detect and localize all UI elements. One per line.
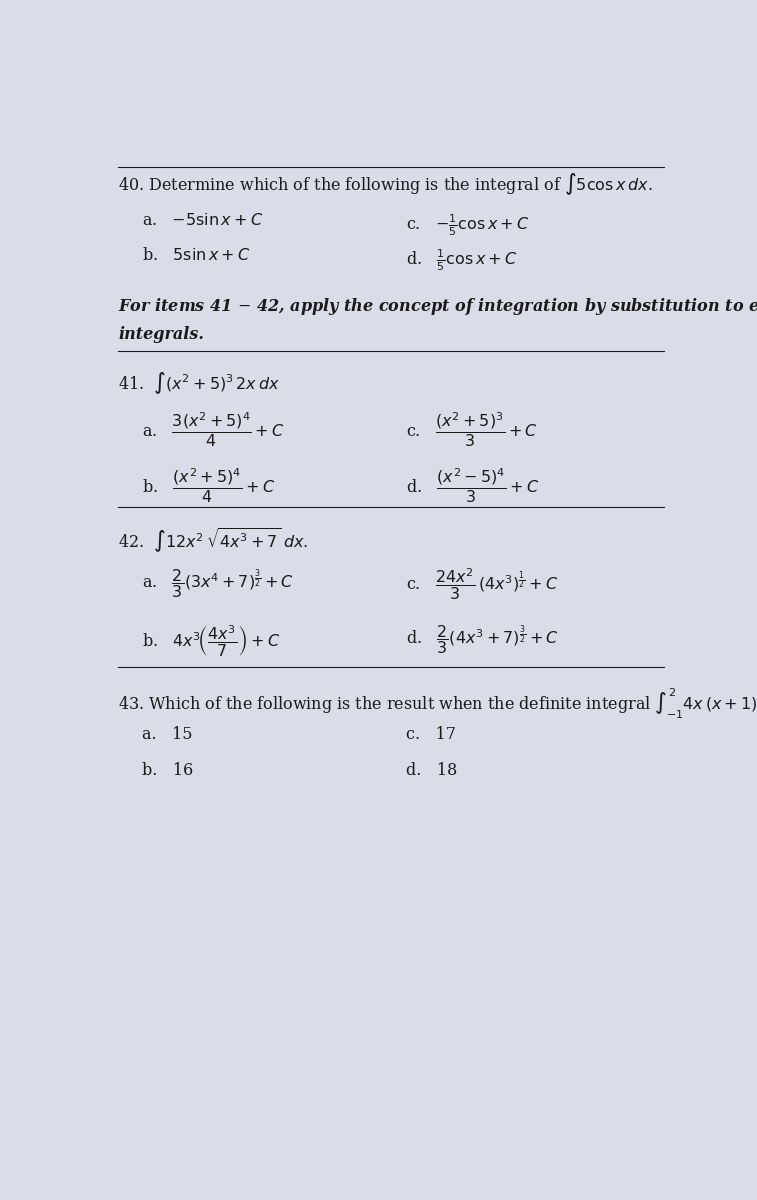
Text: c.   $\dfrac{24x^2}{3}\,(4x^3)^{\frac{1}{2}} + C$: c. $\dfrac{24x^2}{3}\,(4x^3)^{\frac{1}{2…	[406, 566, 558, 602]
Text: d.   $\dfrac{(x^2-5)^4}{3} + C$: d. $\dfrac{(x^2-5)^4}{3} + C$	[406, 467, 539, 505]
Text: 42.  $\int 12x^2\,\sqrt{4x^3+7}\;dx.$: 42. $\int 12x^2\,\sqrt{4x^3+7}\;dx.$	[118, 527, 308, 554]
Text: a.   $\dfrac{2}{3}(3x^4+7)^{\frac{3}{2}} + C$: a. $\dfrac{2}{3}(3x^4+7)^{\frac{3}{2}} +…	[142, 566, 294, 600]
Text: b.   $5\sin x + C$: b. $5\sin x + C$	[142, 247, 250, 264]
Text: a.   15: a. 15	[142, 726, 192, 744]
Text: 43. Which of the following is the result when the definite integral $\int_{-1}^{: 43. Which of the following is the result…	[118, 686, 757, 720]
Text: a.   $\dfrac{3(x^2+5)^4}{4} + C$: a. $\dfrac{3(x^2+5)^4}{4} + C$	[142, 410, 284, 449]
Text: For items 41 $-$ 42, apply the concept of integration by substitution to evaluat: For items 41 $-$ 42, apply the concept o…	[118, 296, 757, 317]
Text: c.   $-\frac{1}{5}\cos x + C$: c. $-\frac{1}{5}\cos x + C$	[406, 212, 529, 238]
Text: 41.  $\int(x^2+5)^3\,2x\,dx$: 41. $\int(x^2+5)^3\,2x\,dx$	[118, 370, 280, 396]
Text: d.   $\dfrac{2}{3}(4x^3+7)^{\frac{3}{2}} + C$: d. $\dfrac{2}{3}(4x^3+7)^{\frac{3}{2}} +…	[406, 623, 559, 656]
Text: a.   $-5\sin x + C$: a. $-5\sin x + C$	[142, 212, 263, 229]
Text: b.   $\dfrac{(x^2+5)^4}{4} + C$: b. $\dfrac{(x^2+5)^4}{4} + C$	[142, 467, 275, 505]
Text: d.   18: d. 18	[406, 762, 456, 779]
Text: integrals.: integrals.	[118, 326, 204, 343]
Text: d.   $\frac{1}{5}\cos x + C$: d. $\frac{1}{5}\cos x + C$	[406, 247, 517, 274]
Text: b.   16: b. 16	[142, 762, 193, 779]
Text: b.   $4x^3\!\left(\dfrac{4x^3}{7}\right) + C$: b. $4x^3\!\left(\dfrac{4x^3}{7}\right) +…	[142, 623, 280, 659]
Text: c.   17: c. 17	[406, 726, 456, 744]
Text: 40. Determine which of the following is the integral of $\int 5\cos x\,dx$.: 40. Determine which of the following is …	[118, 172, 653, 198]
Text: c.   $\dfrac{(x^2+5)^3}{3} + C$: c. $\dfrac{(x^2+5)^3}{3} + C$	[406, 410, 537, 449]
